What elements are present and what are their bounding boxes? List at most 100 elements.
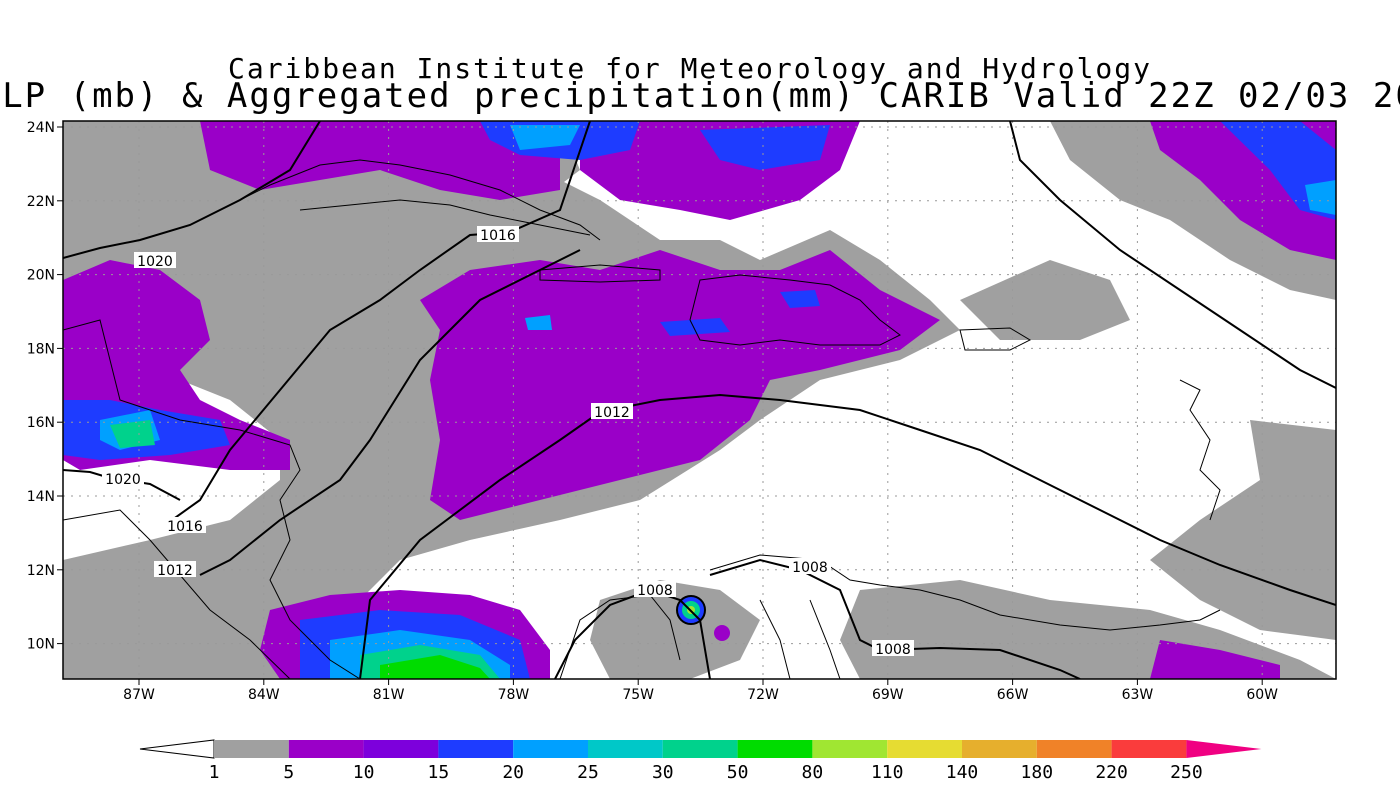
isobar-1008-east: [709, 558, 1081, 679]
coastline: [63, 319, 361, 679]
isobar-label-bg: [872, 640, 914, 656]
precip-area-blue: [1220, 121, 1336, 220]
colorbar-label: 5: [283, 762, 294, 783]
lon-tick-label: 60W: [1246, 687, 1278, 703]
colorbar-label: 110: [871, 762, 904, 783]
lon-tick-label: 75W: [622, 687, 654, 703]
precip-area-lightblue: [525, 315, 552, 330]
colorbar-segment: [1036, 740, 1112, 758]
colorbar-min-arrow: [139, 739, 215, 759]
isobar-low-cell: [676, 595, 706, 625]
colorbar-label: 20: [502, 762, 524, 783]
isobar-label-bg: [154, 561, 196, 577]
lon-tick-label: 72W: [747, 687, 779, 703]
lon-tick-label: 63W: [1122, 687, 1154, 703]
colorbar-segment: [662, 740, 738, 758]
chart-title: Caribbean Institute for Meteorology and …: [227, 52, 1152, 85]
lat-tick-label: 22N: [27, 194, 55, 210]
precip-area-blue: [780, 290, 820, 308]
precip-cell-purple: [714, 625, 730, 641]
isobar-label: 1020: [137, 254, 173, 270]
isobar-1012-south: [359, 393, 1336, 679]
isobar-label: 1012: [594, 405, 630, 421]
colorbar-label: 80: [802, 762, 824, 783]
isobar-label-bg: [789, 558, 831, 574]
map-frame: [62, 120, 1337, 680]
isobar-label-bg: [477, 226, 519, 242]
precip-area-green: [380, 655, 490, 679]
precip-area-gray: [590, 580, 760, 679]
colorbar-segment: [812, 740, 888, 758]
isobar-labels: 1020 1020 1016 1016 1012 1012 1008 1008 1008: [102, 226, 914, 658]
precip-area-gray: [960, 260, 1130, 340]
lat-tick-label: 20N: [27, 268, 55, 284]
isobar-label: 1016: [167, 519, 203, 535]
colorbar-segment: [588, 740, 663, 758]
coastline: [759, 599, 791, 679]
coastline: [809, 599, 841, 679]
colorbar-segment: [737, 740, 813, 758]
colorbar-label: 250: [1170, 762, 1203, 783]
colorbar-max-arrow: [1186, 740, 1262, 758]
colorbar-label: 25: [577, 762, 599, 783]
precip-area-lightblue: [1305, 180, 1336, 215]
lat-tick-label: 24N: [27, 120, 55, 136]
precipitation-field: [63, 121, 1336, 679]
isobar-label: 1008: [637, 583, 673, 599]
colorbar-segment: [962, 740, 1037, 758]
lon-tick-label: 66W: [997, 687, 1029, 703]
isobar-1012-northeast: [1009, 121, 1336, 389]
precip-area-teal: [110, 420, 155, 448]
colorbar-segment: [214, 740, 289, 758]
coastline: [299, 199, 591, 236]
coastline: [1179, 379, 1221, 521]
isobar-label-bg: [134, 252, 176, 268]
precip-area-blue: [700, 125, 830, 170]
isobar-1012: [199, 249, 581, 576]
latitude-axis: 24N 22N 20N 18N 16N 14N 12N 10N: [27, 120, 63, 653]
colorbar-label: 15: [428, 762, 450, 783]
colorbar-segment: [1111, 740, 1187, 758]
colorbar-label: 30: [652, 762, 674, 783]
isobar-label-bg: [591, 403, 633, 419]
lat-tick-label: 12N: [27, 563, 55, 579]
isobar-label: 1020: [105, 472, 141, 488]
lon-tick-label: 81W: [373, 687, 405, 703]
colorbar-label: 180: [1021, 762, 1054, 783]
colorbar-label: 10: [353, 762, 375, 783]
coastlines: [63, 159, 1221, 679]
lat-tick-label: 18N: [27, 341, 55, 357]
isobar-label-bg: [102, 470, 144, 486]
coastline: [689, 274, 901, 346]
coastline: [229, 159, 601, 241]
lat-tick-label: 14N: [27, 489, 55, 505]
colorbar-label: 140: [946, 762, 979, 783]
precip-area-purple: [1150, 640, 1280, 679]
precip-area-lightblue: [510, 125, 580, 150]
lat-tick-label: 16N: [27, 415, 55, 431]
precip-area-blue: [660, 318, 730, 336]
lon-tick-label: 69W: [872, 687, 904, 703]
isobar-label: 1012: [157, 563, 193, 579]
precip-area-purple: [200, 121, 560, 200]
colorbar-segment: [513, 740, 588, 758]
lon-tick-label: 84W: [248, 687, 280, 703]
isobar-label: 1016: [480, 228, 516, 244]
lon-tick-label: 78W: [498, 687, 530, 703]
isobar-1016: [164, 121, 591, 526]
chart-subtitle: MSLP (mb) & Aggregated precipitation(mm)…: [0, 76, 1400, 116]
isobar-label-bg: [164, 517, 206, 533]
isobar-label-bg: [634, 581, 676, 597]
lat-tick-label: 10N: [27, 637, 55, 653]
colorbar-segment: [288, 740, 364, 758]
longitude-axis: 87W 84W 81W 78W 75W 72W 69W 66W 63W 60W: [123, 679, 1278, 703]
lon-tick-label: 87W: [123, 687, 155, 703]
isobar-label: 1008: [875, 642, 911, 658]
isobar-1020-north: [63, 121, 321, 259]
coastline: [539, 264, 661, 283]
isobar-label: 1008: [792, 560, 828, 576]
colorbar-label: 220: [1095, 762, 1128, 783]
colorbar-segment: [887, 740, 962, 758]
colorbar-segment: [438, 740, 514, 758]
